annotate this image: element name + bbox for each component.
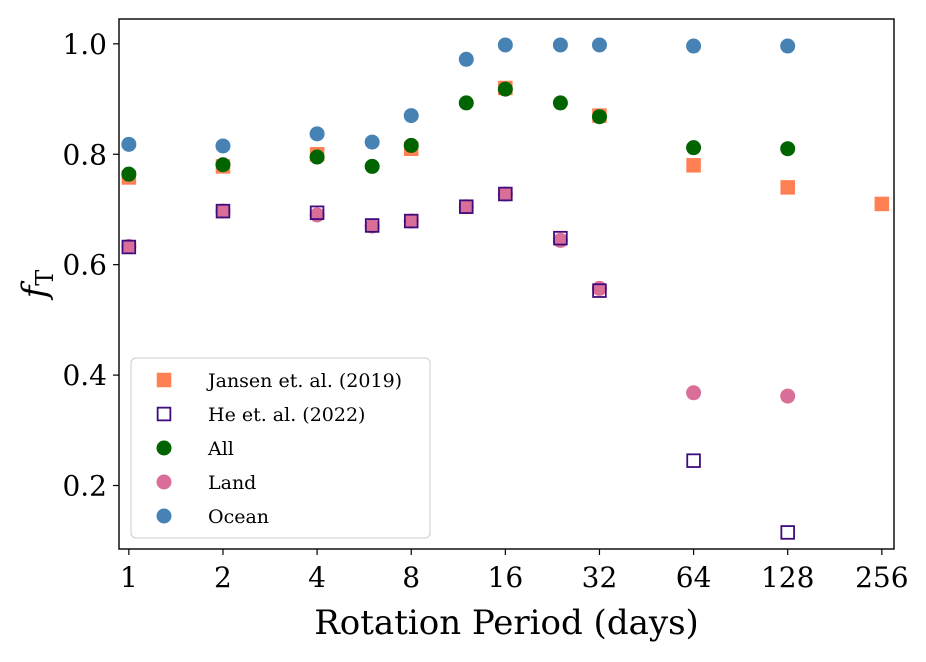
- legend-marker-land: [156, 474, 172, 490]
- point-land-32: [591, 280, 607, 296]
- legend-entry-he-et-al-2022: He et. al. (2022): [156, 404, 365, 426]
- x-tick-label-2: 2: [214, 561, 232, 594]
- series-ocean: [121, 37, 796, 154]
- point-land-24: [552, 232, 568, 248]
- x-tick-label-256: 256: [855, 561, 908, 594]
- legend-label-land: Land: [208, 472, 256, 494]
- point-all-8: [403, 137, 419, 153]
- data-marks: [121, 37, 890, 540]
- y-axis-label: fT: [15, 270, 59, 302]
- point-he-et-al-2022-24: [553, 230, 568, 246]
- point-he-et-al-2022-1: [121, 239, 137, 255]
- point-he-et-al-2022-32: [592, 283, 607, 298]
- x-tick-label-8: 8: [402, 561, 420, 594]
- point-he-et-al-2022-8: [403, 213, 419, 229]
- x-tick-label-16: 16: [488, 561, 524, 594]
- point-ocean-12: [458, 51, 474, 67]
- legend-label-all: All: [207, 438, 234, 460]
- point-land-8: [403, 213, 419, 229]
- point-land-6: [364, 218, 380, 234]
- point-land-2: [215, 203, 231, 219]
- legend-marker-all: [156, 440, 172, 456]
- point-land-128: [780, 388, 796, 404]
- y-tick-label-0.6: 0.6: [62, 249, 107, 282]
- legend-marker-ocean: [156, 508, 172, 524]
- x-tick-label-128: 128: [761, 561, 814, 594]
- point-all-24: [552, 95, 568, 111]
- point-land-12: [458, 199, 474, 215]
- point-land-4: [309, 207, 325, 223]
- point-he-et-al-2022-6: [364, 218, 380, 233]
- point-ocean-6: [364, 134, 380, 150]
- legend-label-he-et-al-2022: He et. al. (2022): [208, 404, 365, 426]
- legend-marker-jansen-et-al-2019: [156, 372, 172, 388]
- legend-marker-he-et-al-2022: [156, 406, 172, 422]
- point-he-et-al-2022-12: [459, 199, 474, 214]
- legend-entry-all: All: [156, 438, 234, 460]
- x-tick-label-64: 64: [676, 561, 712, 594]
- point-ocean-64: [686, 38, 702, 54]
- x-tick-label-1: 1: [120, 561, 138, 594]
- point-jansen-et-al-2019-256: [874, 196, 890, 212]
- legend-label-jansen-et-al-2019: Jansen et. al. (2019): [206, 370, 402, 392]
- series-he-et-al-2022: [121, 186, 795, 540]
- point-he-et-al-2022-64: [686, 453, 701, 468]
- legend-entry-ocean: Ocean: [156, 506, 269, 528]
- point-ocean-24: [552, 37, 568, 53]
- legend-entry-jansen-et-al-2019: Jansen et. al. (2019): [156, 370, 402, 392]
- x-axis-label: Rotation Period (days): [314, 603, 699, 643]
- point-he-et-al-2022-2: [215, 203, 231, 219]
- point-all-12: [458, 95, 474, 111]
- point-all-4: [309, 149, 325, 165]
- point-ocean-1: [121, 136, 137, 152]
- y-axis-label-sub: T: [31, 270, 59, 286]
- point-he-et-al-2022-4: [309, 205, 325, 221]
- point-land-64: [686, 385, 702, 401]
- x-tick-label-4: 4: [308, 561, 326, 594]
- point-all-16: [497, 81, 513, 97]
- point-ocean-16: [497, 37, 513, 53]
- point-all-1: [121, 166, 137, 182]
- point-ocean-128: [780, 38, 796, 54]
- point-land-16: [497, 186, 513, 202]
- legend-label-ocean: Ocean: [208, 506, 269, 528]
- point-ocean-2: [215, 138, 231, 154]
- point-he-et-al-2022-16: [498, 186, 513, 202]
- point-ocean-32: [591, 37, 607, 53]
- legend-entry-land: Land: [156, 472, 256, 494]
- point-jansen-et-al-2019-128: [780, 180, 795, 195]
- point-all-64: [686, 140, 702, 156]
- legend: Jansen et. al. (2019) He et. al. (2022) Al…: [130, 357, 431, 539]
- point-all-2: [215, 157, 231, 173]
- plot-frame: [118, 18, 895, 550]
- point-jansen-et-al-2019-64: [686, 158, 701, 173]
- legend-box: [130, 357, 431, 539]
- point-land-1: [121, 238, 137, 254]
- y-tick-label-0.4: 0.4: [62, 359, 107, 392]
- point-all-6: [364, 158, 380, 174]
- y-tick-label-0.8: 0.8: [62, 138, 107, 171]
- y-tick-label-0.2: 0.2: [62, 470, 107, 503]
- point-all-32: [591, 109, 607, 125]
- series-all: [121, 81, 796, 182]
- point-all-128: [780, 141, 796, 157]
- x-tick-label-32: 32: [582, 561, 618, 594]
- point-ocean-4: [309, 126, 325, 142]
- y-tick-label-1: 1.0: [62, 28, 107, 61]
- point-he-et-al-2022-128: [780, 525, 795, 540]
- axis-ticks: 1 2 4 8 16 32 64 128 256 0.2 0.4 0.6 0.8 1.0: [62, 28, 908, 594]
- point-ocean-8: [403, 108, 419, 124]
